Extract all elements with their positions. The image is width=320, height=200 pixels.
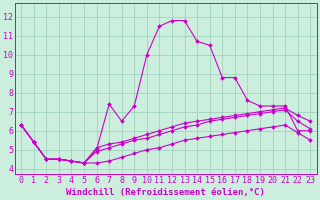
X-axis label: Windchill (Refroidissement éolien,°C): Windchill (Refroidissement éolien,°C) bbox=[66, 188, 265, 197]
